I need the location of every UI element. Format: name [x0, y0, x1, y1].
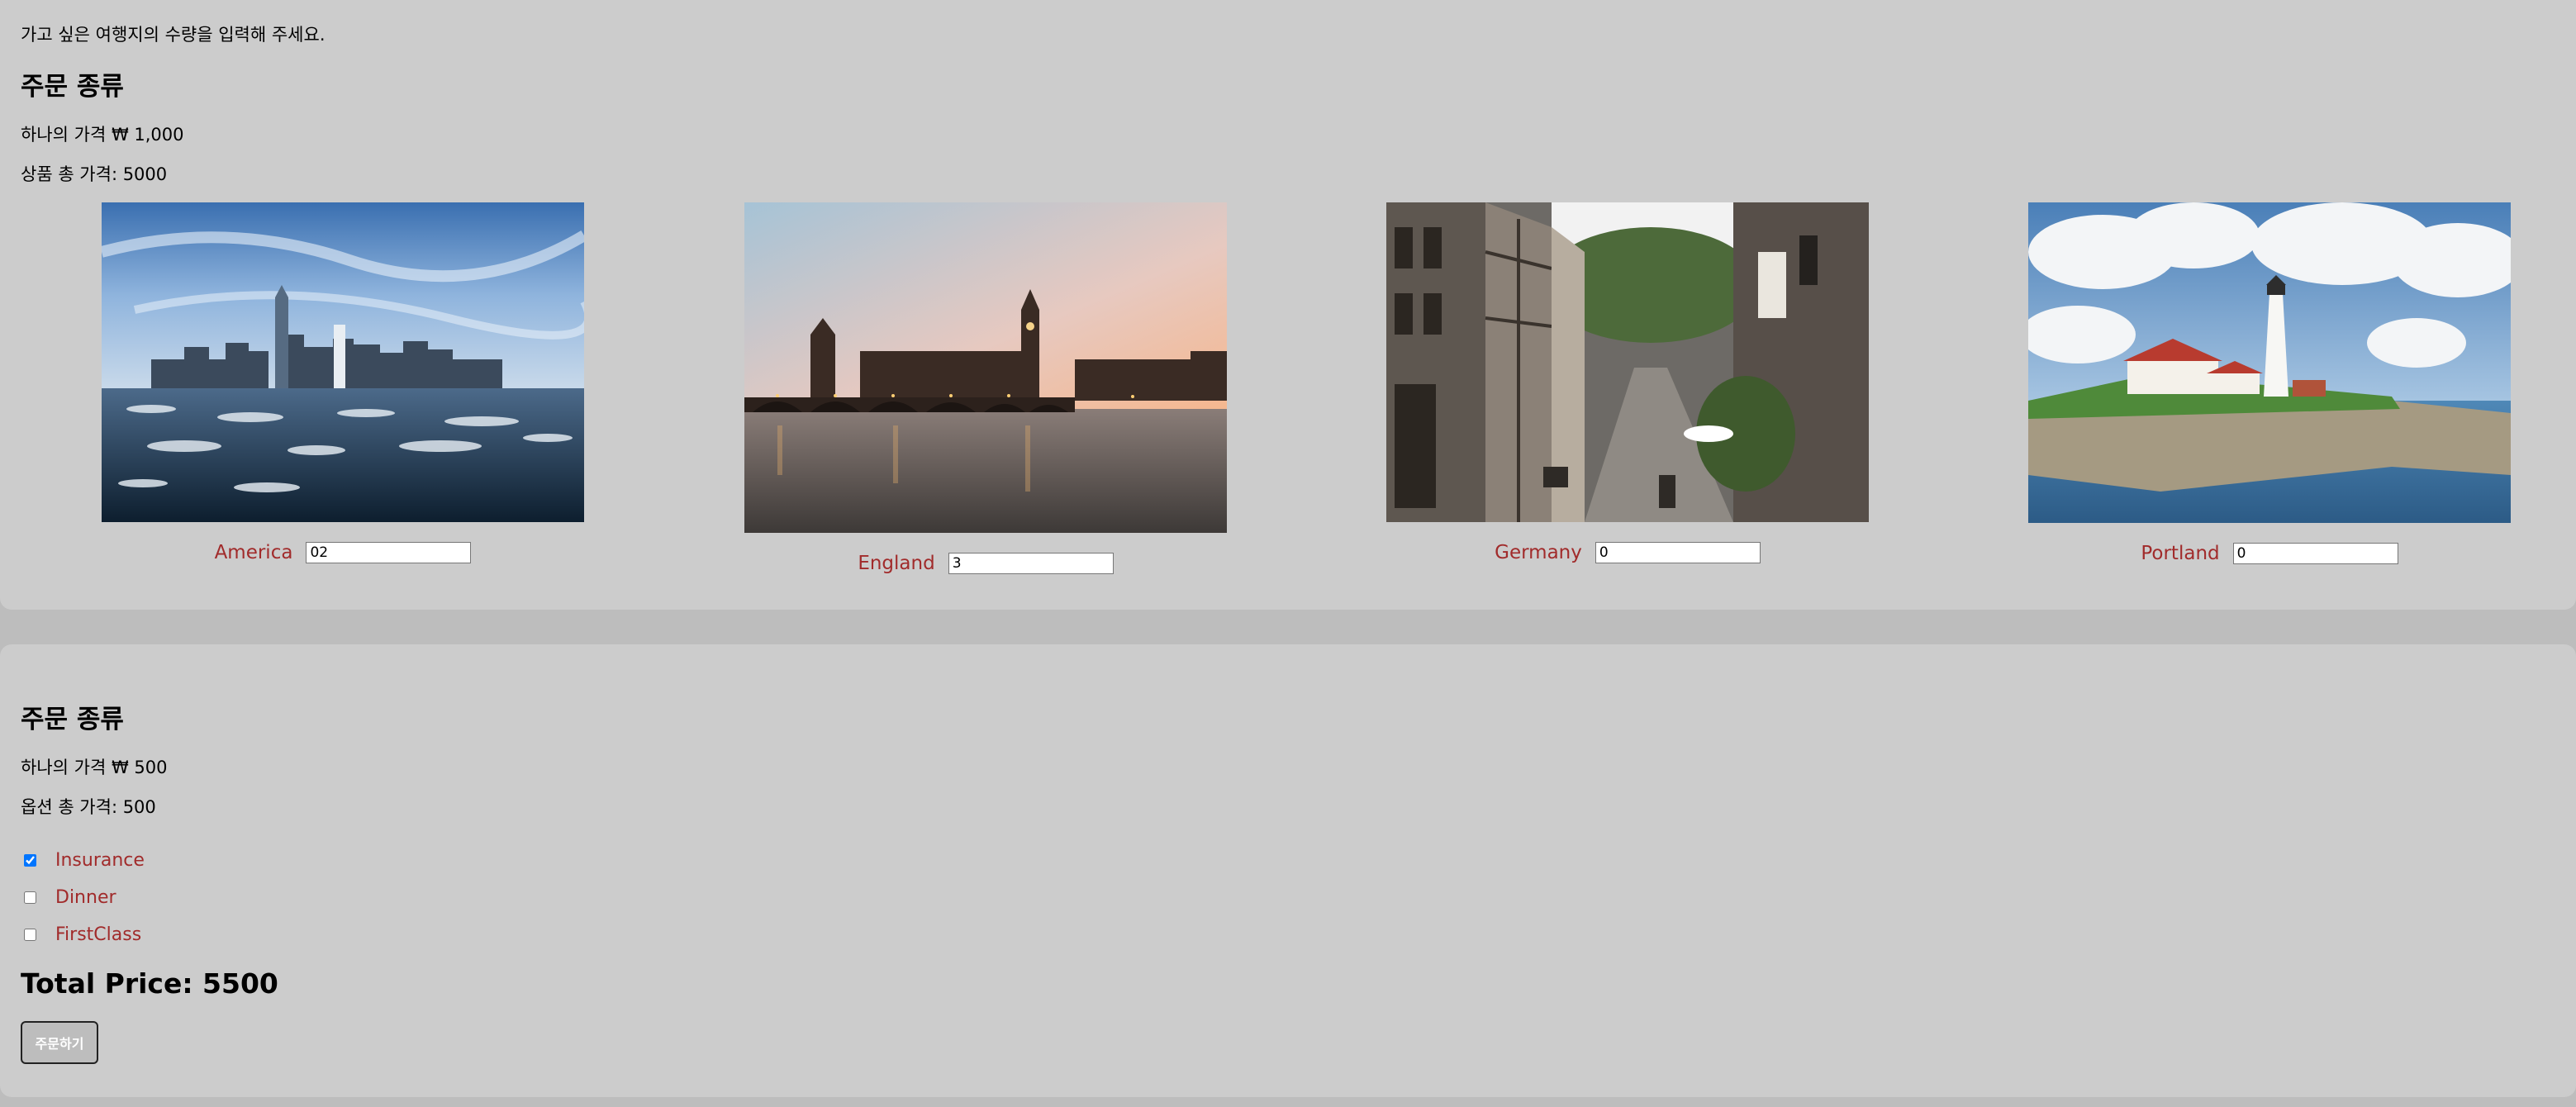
portland-photo: [2028, 202, 2511, 523]
option-insurance[interactable]: Insurance: [24, 850, 145, 871]
options-panel: 주문 종류: [0, 644, 2576, 1097]
products-total-price: 상품 총 가격: 5000: [21, 164, 168, 184]
option-dinner[interactable]: Dinner: [24, 887, 116, 908]
options-total-price: 옵션 총 가격: 500: [21, 797, 156, 817]
intro-text: 가고 싶은 여행지의 수량을 입력해 주세요.: [21, 25, 326, 45]
germany-photo: [1386, 202, 1869, 522]
product-caption-germany: Germany: [1386, 542, 1869, 563]
product-caption-america: America: [102, 542, 584, 563]
product-label-england: England: [858, 553, 935, 574]
dinner-label[interactable]: Dinner: [55, 887, 116, 908]
firstclass-label[interactable]: FirstClass: [55, 924, 142, 945]
products-unit-price: 하나의 가격 ₩ 1,000: [21, 125, 184, 145]
quantity-input-portland[interactable]: [2232, 543, 2398, 564]
order-button[interactable]: 주문하기: [21, 1021, 98, 1064]
option-firstclass[interactable]: FirstClass: [24, 924, 141, 945]
products-heading: 주문 종류: [21, 72, 124, 102]
quantity-input-england[interactable]: [948, 553, 1114, 574]
dinner-checkbox[interactable]: [24, 891, 36, 904]
quantity-input-america[interactable]: [306, 542, 472, 563]
product-label-portland: Portland: [2141, 543, 2220, 564]
england-photo: [744, 202, 1227, 533]
product-caption-portland: Portland: [2028, 543, 2511, 564]
insurance-checkbox[interactable]: [24, 854, 36, 867]
america-photo: [102, 202, 584, 522]
products-panel: 가고 싶은 여행지의 수량을 입력해 주세요. 주문 종류 하나의 가격 ₩ 1…: [0, 0, 2576, 610]
quantity-input-germany[interactable]: [1595, 542, 1761, 563]
product-label-america: America: [214, 542, 293, 563]
total-price: Total Price: 5500: [21, 967, 278, 1000]
insurance-label[interactable]: Insurance: [55, 850, 145, 871]
options-heading: 주문 종류: [21, 705, 124, 734]
options-unit-price: 하나의 가격 ₩ 500: [21, 758, 168, 777]
product-label-germany: Germany: [1495, 542, 1582, 563]
product-caption-england: England: [744, 553, 1227, 574]
firstclass-checkbox[interactable]: [24, 929, 36, 941]
